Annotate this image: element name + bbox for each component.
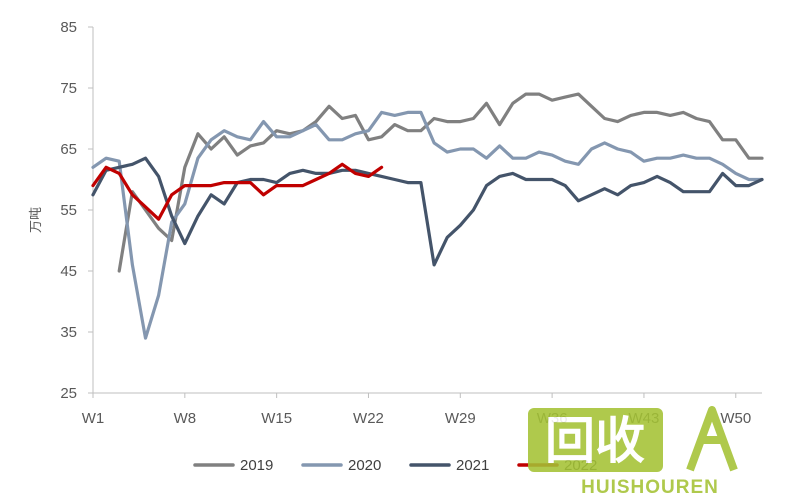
y-tick-label: 55 <box>60 202 77 219</box>
y-axis-label-group: 万吨 <box>29 207 44 233</box>
x-tick-label: W15 <box>261 410 292 427</box>
x-tick-label: W1 <box>82 410 105 427</box>
y-tick-label: 25 <box>60 385 77 402</box>
x-tick-label: W50 <box>720 410 751 427</box>
series-line-2020 <box>91 110 764 340</box>
series-line-2019 <box>117 92 764 273</box>
x-tick-label: W8 <box>174 410 197 427</box>
y-tick-label: 35 <box>60 324 77 341</box>
watermark-badge <box>528 408 663 472</box>
y-tick-label: 85 <box>60 19 77 36</box>
series-lines <box>91 92 764 340</box>
y-tick-label: 75 <box>60 80 77 97</box>
watermark-chars: 回收 <box>545 413 645 469</box>
chart-axes: 25354555657585W1W8W15W22W29W36W43W50 <box>60 19 762 427</box>
y-tick-label: 65 <box>60 141 77 158</box>
legend-label-2019: 2019 <box>240 457 273 474</box>
legend-label-2020: 2020 <box>348 457 381 474</box>
y-axis-label: 万吨 <box>29 207 44 233</box>
series-line-2021 <box>91 156 764 267</box>
x-tick-label: W29 <box>445 410 476 427</box>
y-tick-label: 45 <box>60 263 77 280</box>
series-line-2022 <box>91 162 384 221</box>
x-tick-label: W22 <box>353 410 384 427</box>
watermark-text: HUISHOUREN <box>581 477 719 498</box>
recycle-logo-icon <box>686 406 738 472</box>
legend-label-2021: 2021 <box>456 457 489 474</box>
watermark-logo: 回收 HUISHOUREN <box>528 406 738 498</box>
